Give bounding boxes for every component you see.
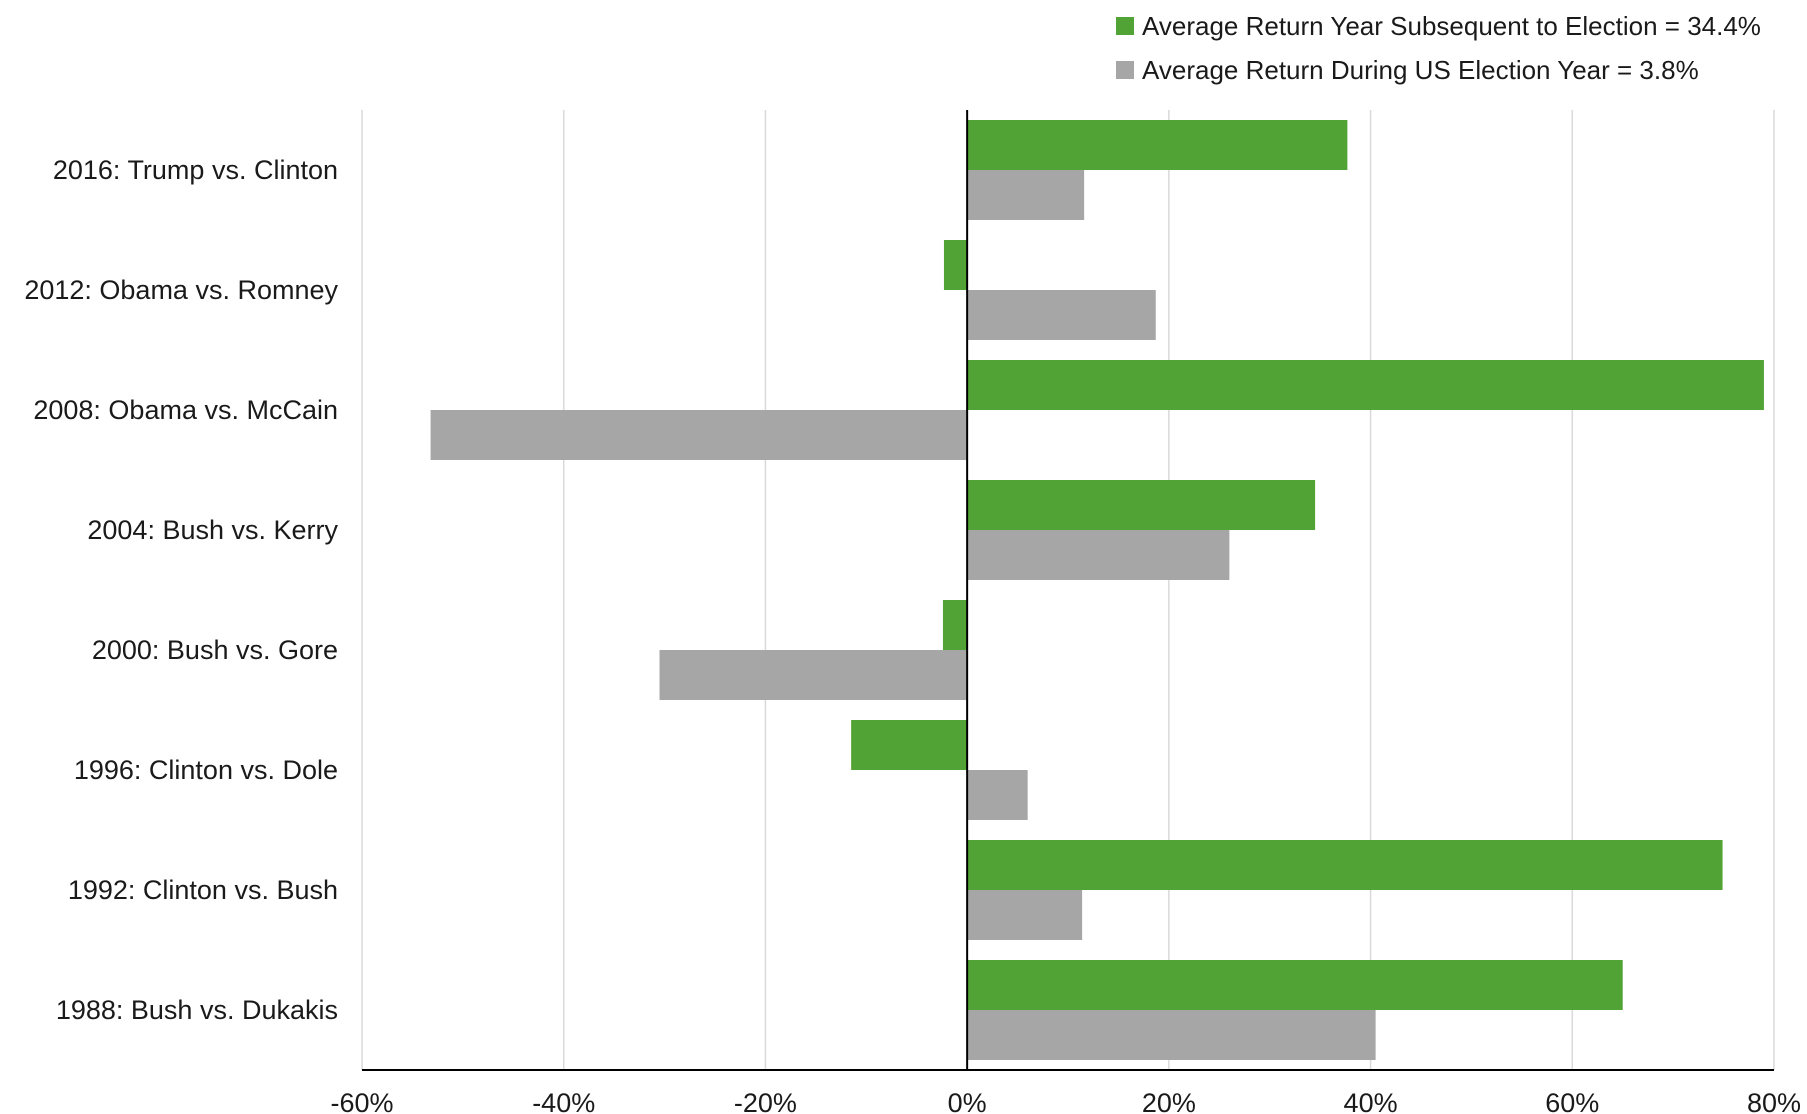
legend-label-0: Average Return Year Subsequent to Electi…	[1142, 11, 1761, 41]
legend-label-1: Average Return During US Election Year =…	[1142, 55, 1699, 85]
bars	[430, 120, 1764, 1060]
category-label-2: 2008: Obama vs. McCain	[33, 395, 338, 425]
x-tick-label-4: 20%	[1142, 1088, 1196, 1114]
category-label-7: 1988: Bush vs. Dukakis	[56, 995, 338, 1025]
bar-election-7	[967, 1010, 1376, 1060]
bar-subsequent-0	[967, 120, 1348, 170]
x-tick-label-1: -40%	[532, 1088, 595, 1114]
bar-subsequent-5	[851, 720, 968, 770]
x-tick-label-5: 40%	[1344, 1088, 1398, 1114]
category-labels: 2016: Trump vs. Clinton 2012: Obama vs. R…	[24, 155, 338, 1025]
x-tick-label-3: 0%	[948, 1088, 987, 1114]
bar-subsequent-6	[967, 840, 1723, 890]
category-label-3: 2004: Bush vs. Kerry	[87, 515, 338, 545]
bar-election-4	[659, 650, 968, 700]
x-tick-label-2: -20%	[734, 1088, 797, 1114]
gridlines	[361, 110, 1775, 1070]
category-label-4: 2000: Bush vs. Gore	[92, 635, 338, 665]
legend-swatch-0	[1116, 17, 1134, 35]
legend: Average Return Year Subsequent to Electi…	[1116, 11, 1761, 85]
bar-election-2	[430, 410, 968, 460]
bar-election-5	[967, 770, 1028, 820]
bar-subsequent-4	[942, 600, 968, 650]
x-tick-label-7: 80%	[1747, 1088, 1801, 1114]
bar-election-1	[967, 290, 1156, 340]
x-tick-label-6: 60%	[1545, 1088, 1599, 1114]
bar-subsequent-1	[943, 240, 968, 290]
category-label-6: 1992: Clinton vs. Bush	[68, 875, 338, 905]
category-label-0: 2016: Trump vs. Clinton	[53, 155, 338, 185]
category-label-5: 1996: Clinton vs. Dole	[74, 755, 338, 785]
bar-election-0	[967, 170, 1085, 220]
bar-subsequent-3	[967, 480, 1316, 530]
bar-election-3	[967, 530, 1230, 580]
x-tick-labels: -60% -40% -20% 0% 20% 40% 60% 80%	[330, 1088, 1801, 1114]
bar-election-6	[967, 890, 1083, 940]
legend-swatch-1	[1116, 61, 1134, 79]
bar-subsequent-2	[967, 360, 1764, 410]
category-label-1: 2012: Obama vs. Romney	[24, 275, 338, 305]
x-tick-label-0: -60%	[330, 1088, 393, 1114]
bar-subsequent-7	[967, 960, 1623, 1010]
